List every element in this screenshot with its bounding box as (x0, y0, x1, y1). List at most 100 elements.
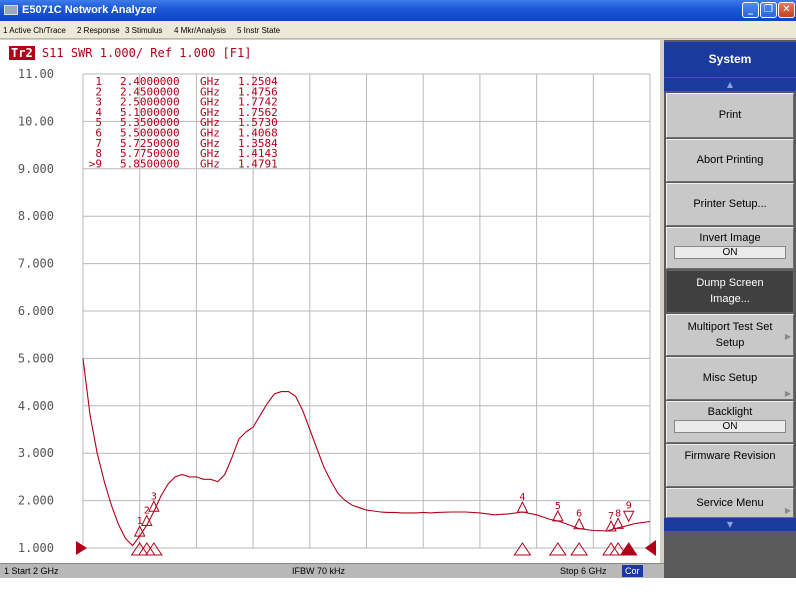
marker-triangle-icon (612, 517, 624, 529)
trace-badge[interactable]: Tr2 (9, 46, 35, 60)
backlight-value: ON (674, 420, 786, 433)
marker-label: 3 (151, 491, 157, 502)
y-tick-label: 3.000 (18, 446, 54, 460)
invert-image-button[interactable]: Invert Image ON (666, 227, 794, 269)
app-icon (4, 5, 18, 15)
y-tick-label: 11.00 (18, 67, 54, 81)
marker-label: 2 (144, 505, 150, 516)
marker-triangle-icon (148, 500, 160, 512)
submenu-arrow-icon: ▶ (784, 506, 791, 515)
marker-unit: GHz (200, 137, 220, 150)
menu-stimulus[interactable]: 3 Stimulus (125, 26, 163, 35)
trace-header: Tr2 S11 SWR 1.000/ Ref 1.000 [F1] (9, 46, 251, 60)
maximize-button[interactable]: ❐ (760, 2, 777, 18)
dump-screen-image-button[interactable]: Dump Screen Image... (666, 270, 794, 313)
y-tick-label: 4.000 (18, 399, 54, 413)
service-menu-button[interactable]: Service Menu ▶ (666, 488, 794, 518)
y-tick-label: 10.00 (18, 114, 54, 128)
marker-position-indicator-icon (609, 542, 628, 556)
marker-unit: GHz (200, 96, 220, 109)
marker-id: 2 (95, 85, 102, 98)
reference-marker-left-icon (76, 541, 87, 555)
marker-unit: GHz (200, 116, 220, 129)
status-start-freq: 1 Start 2 GHz (4, 566, 59, 576)
submenu-arrow-icon: ▶ (784, 388, 791, 398)
marker-id: 5 (95, 116, 102, 129)
window-title: E5071C Network Analyzer (22, 4, 157, 16)
menu-bar: 1 Active Ch/Trace 2 Response 3 Stimulus … (0, 21, 796, 39)
softkey-scroll-up-icon[interactable]: ▲ (664, 78, 796, 91)
marker-unit: GHz (200, 75, 220, 88)
y-tick-label: 8.000 (18, 209, 54, 223)
close-button[interactable]: ✕ (778, 2, 795, 18)
marker-id: 6 (95, 127, 102, 140)
marker-id: 1 (95, 75, 102, 88)
marker-unit: GHz (200, 127, 220, 140)
marker-position-indicator-icon (570, 542, 589, 556)
title-bar[interactable]: E5071C Network Analyzer _ ❐ ✕ (0, 0, 796, 21)
marker-id: 8 (95, 147, 102, 160)
softkey-scroll-down-icon[interactable]: ▼ (664, 518, 796, 531)
marker-frequency: 5.7750000 (120, 147, 180, 160)
multiport-test-set-setup-button[interactable]: Multiport Test Set Setup ▶ (666, 314, 794, 356)
marker-frequency: 5.8500000 (120, 157, 180, 170)
marker-label: 4 (519, 492, 525, 503)
marker-triangle-icon (552, 509, 564, 522)
service-menu-label: Service Menu (696, 497, 764, 509)
marker-value: 1.4143 (238, 147, 278, 160)
y-tick-label: 6.000 (18, 304, 54, 318)
marker-label: 1 (137, 516, 143, 527)
misc-setup-button[interactable]: Misc Setup ▶ (666, 357, 794, 400)
marker-label: 5 (555, 501, 561, 512)
marker-id: 7 (95, 137, 102, 150)
marker-frequency: 2.4500000 (120, 85, 180, 98)
marker-unit: GHz (200, 85, 220, 98)
status-stop-freq: Stop 6 GHz (560, 566, 607, 576)
abort-printing-button[interactable]: Abort Printing (666, 139, 794, 182)
printer-setup-button[interactable]: Printer Setup... (666, 183, 794, 226)
firmware-revision-button[interactable]: Firmware Revision (666, 444, 794, 487)
marker-id: 3 (95, 96, 102, 109)
marker-unit: GHz (200, 147, 220, 160)
marker-frequency: 2.4000000 (120, 75, 180, 88)
menu-active-ch-trace[interactable]: 1 Active Ch/Trace (3, 26, 66, 35)
marker-position-indicator-icon (513, 542, 532, 556)
marker-position-indicator-icon (548, 542, 567, 556)
y-tick-label: 9.000 (18, 162, 54, 176)
marker-triangle-icon (140, 514, 153, 526)
multiport-test-set-setup-label: Multiport Test Set Setup (687, 321, 773, 349)
trace-graph[interactable]: 11.00 10.00 9.000 8.000 7.000 6.000 5.000 4.000… (0, 40, 660, 563)
marker-triangle-icon (573, 517, 585, 530)
swr-trace-line (82, 358, 651, 547)
marker-value: 1.7742 (238, 96, 278, 109)
swr-plot: 11.00 10.00 9.000 8.000 7.000 6.000 5.000 4.000… (18, 67, 656, 556)
marker-position-indicator-icon (144, 542, 163, 556)
menu-mkr-analysis[interactable]: 4 Mkr/Analysis (174, 26, 227, 35)
minimize-button[interactable]: _ (742, 2, 759, 18)
marker-value: 1.4756 (238, 85, 278, 98)
menu-response[interactable]: 2 Response (77, 26, 120, 35)
print-button[interactable]: Print (666, 93, 794, 138)
marker-unit: GHz (200, 157, 220, 170)
backlight-button[interactable]: Backlight ON (666, 401, 794, 443)
status-cor-badge: Cor (622, 565, 643, 577)
backlight-label: Backlight (707, 406, 753, 418)
menu-instr-state[interactable]: 5 Instr State (237, 26, 281, 35)
marker-position-indicator-icon (619, 542, 638, 556)
y-tick-label: 7.000 (18, 257, 54, 271)
y-tick-label: 2.000 (18, 494, 54, 508)
submenu-arrow-icon: ▶ (784, 332, 791, 341)
marker-value: 1.4791 (238, 157, 278, 170)
marker-triangle-icon (605, 519, 617, 532)
marker-frequency: 5.1000000 (120, 106, 180, 119)
marker-frequency: 5.3500000 (120, 116, 180, 129)
firmware-revision-label: Firmware Revision (684, 450, 776, 462)
y-tick-label: 5.000 (18, 351, 54, 365)
marker-value: 1.4068 (238, 127, 278, 140)
marker-label: 8 (615, 508, 621, 519)
marker-triangle-icon (133, 525, 146, 537)
reference-marker-right-icon (645, 540, 656, 556)
marker-label: 6 (576, 509, 582, 520)
analyzer-window: E5071C Network Analyzer _ ❐ ✕ 1 Active C… (0, 0, 796, 578)
marker-triangle-icon (516, 501, 529, 513)
